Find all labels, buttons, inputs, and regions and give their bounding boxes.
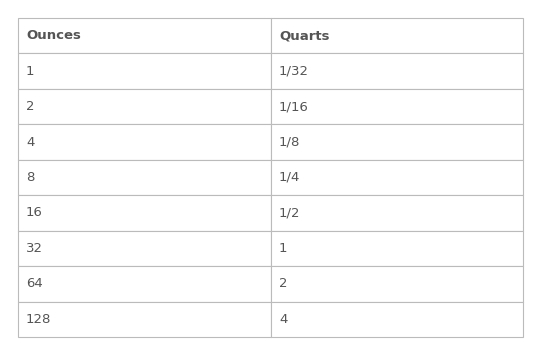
Text: 2: 2 [26,100,35,113]
Text: 32: 32 [26,242,43,255]
Text: 1/16: 1/16 [279,100,309,113]
Text: 1/4: 1/4 [279,171,300,184]
Text: 4: 4 [279,313,287,326]
Bar [18,195,271,231]
Text: 2: 2 [279,277,287,290]
Text: 1: 1 [26,65,35,78]
Text: 1/8: 1/8 [279,136,300,148]
Bar [18,18,271,54]
Text: 1: 1 [279,242,287,255]
Bar [271,124,523,160]
Bar [18,301,271,337]
Bar [271,266,523,301]
Text: 4: 4 [26,136,35,148]
Bar [271,54,523,89]
Bar [271,301,523,337]
Text: 16: 16 [26,207,43,219]
Bar [271,89,523,124]
Bar [18,266,271,301]
Text: 1/32: 1/32 [279,65,309,78]
Bar [18,54,271,89]
Bar [18,124,271,160]
Bar [18,231,271,266]
Bar [271,18,523,54]
Bar [18,160,271,195]
Text: 128: 128 [26,313,51,326]
Text: Quarts: Quarts [279,29,329,42]
Bar [271,160,523,195]
Text: Ounces: Ounces [26,29,81,42]
Bar [271,195,523,231]
Text: 8: 8 [26,171,35,184]
Bar [18,89,271,124]
Text: 64: 64 [26,277,43,290]
Bar [271,231,523,266]
Text: 1/2: 1/2 [279,207,300,219]
